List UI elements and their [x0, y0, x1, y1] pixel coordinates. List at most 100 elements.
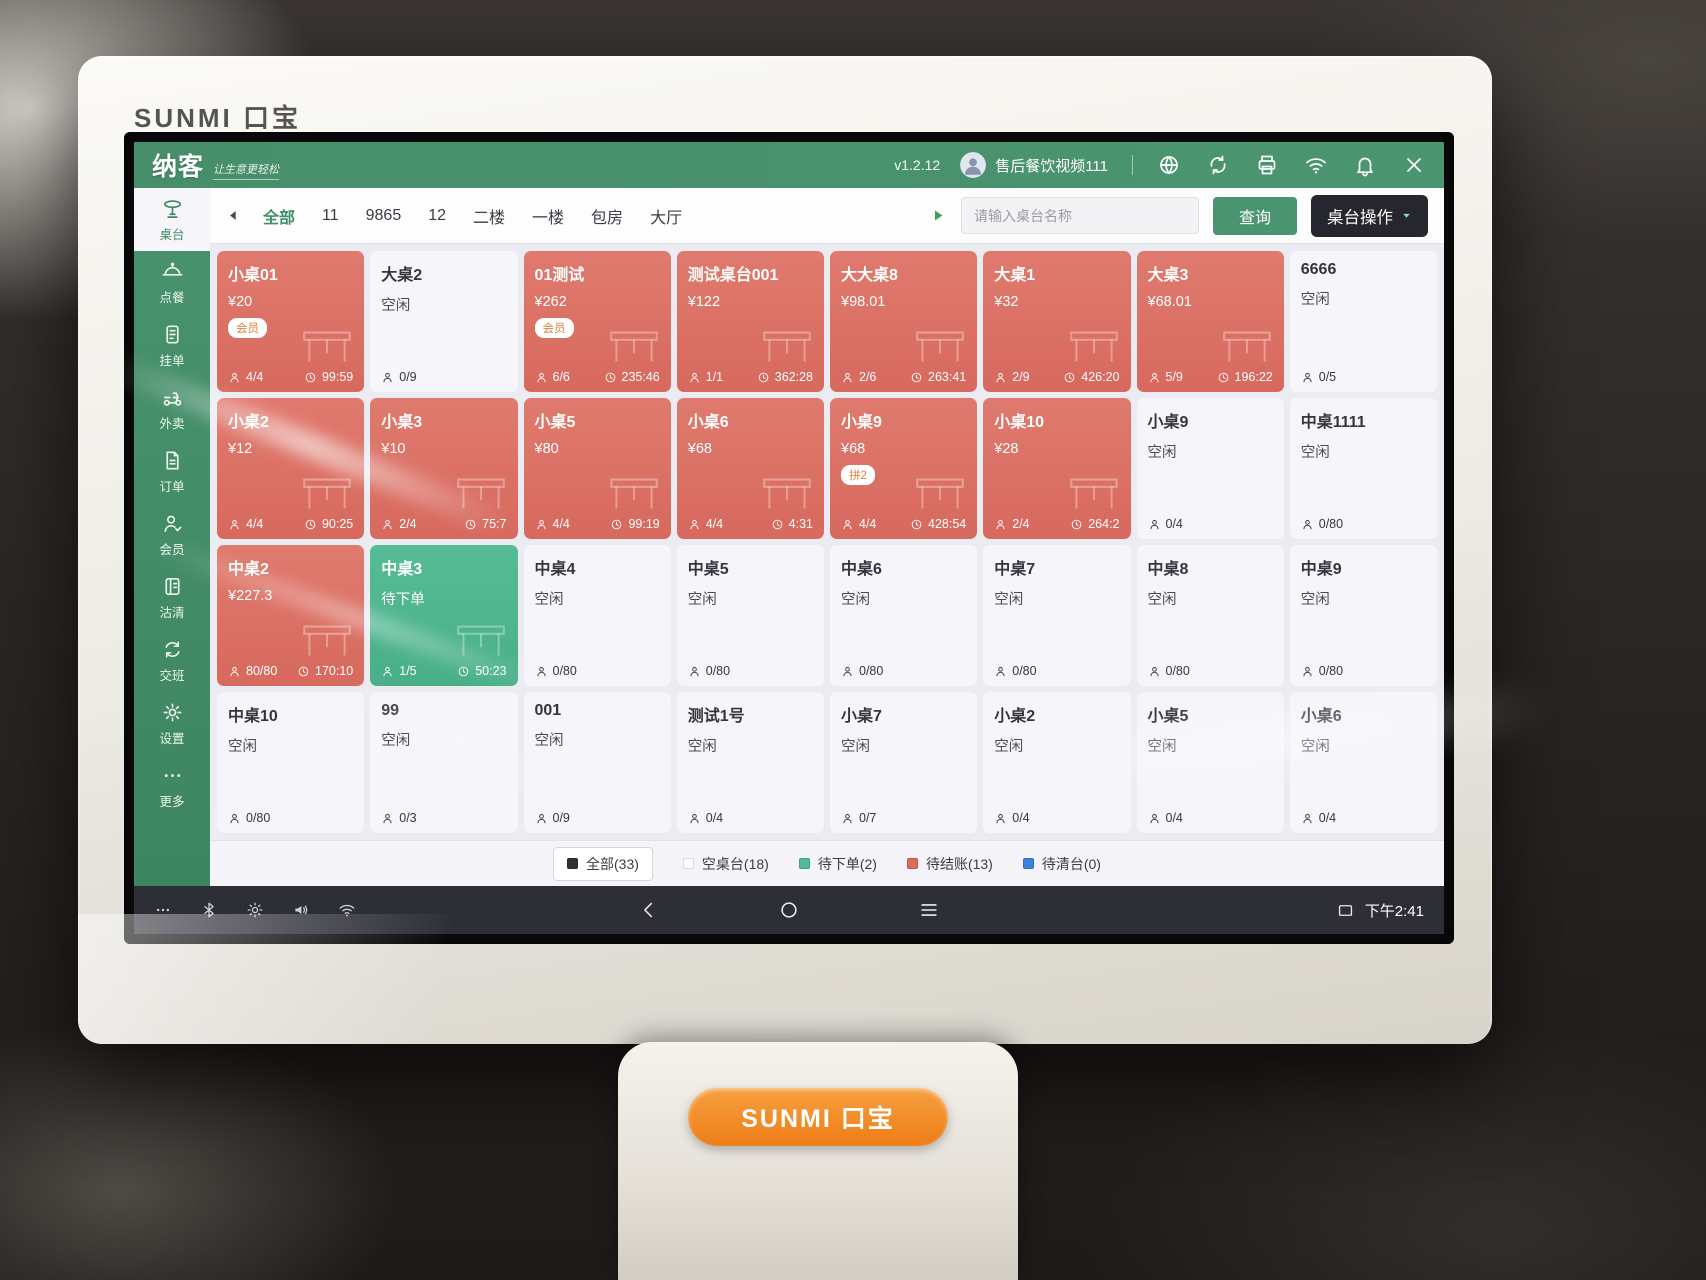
sidebar-item-members[interactable]: 会员 [134, 503, 210, 566]
table-art-icon [609, 478, 658, 509]
tab-floor-1[interactable]: 一楼 [532, 204, 564, 228]
中桌10[interactable]: 中桌10 空闲 0/80 [217, 692, 365, 833]
中桌3[interactable]: 中桌3 待下单 1/5 50:23 [370, 545, 518, 686]
globe-button[interactable] [1157, 153, 1181, 177]
sidebar-item-orders[interactable]: 订单 [134, 440, 210, 503]
sidebar-item-settings[interactable]: 设置 [134, 692, 210, 755]
table-name: 小桌10 [994, 414, 1045, 431]
tab-11[interactable]: 11 [322, 206, 339, 224]
sidebar-item-hold-orders[interactable]: 挂单 [134, 314, 210, 377]
01测试[interactable]: 01测试 ¥262 会员 6/6 235:46 [523, 251, 671, 392]
tab-private-room[interactable]: 包房 [591, 204, 623, 228]
table-card-footer: 4/4 4:31 [688, 517, 813, 531]
android-home-button[interactable] [778, 899, 800, 921]
occupancy: 4/4 [228, 370, 263, 384]
divider [1132, 155, 1133, 175]
scooter-icon [161, 386, 184, 409]
legend-pending-bill[interactable]: 待结账(13) [906, 854, 993, 874]
sidebar-item-ordering[interactable]: 点餐 [134, 251, 210, 314]
table-card-footer: 80/80 170:10 [228, 664, 353, 678]
table-operations-button[interactable]: 桌台操作 [1311, 194, 1428, 237]
小桌5[interactable]: 小桌5 ¥80 4/4 99:19 [523, 398, 671, 539]
中桌4[interactable]: 中桌4 空闲 0/80 [523, 545, 671, 686]
wifi-button[interactable] [1304, 153, 1328, 177]
小桌3[interactable]: 小桌3 ¥10 2/4 75:7 [370, 398, 518, 539]
中桌6[interactable]: 中桌6 空闲 0/80 [830, 545, 978, 686]
table-card-footer: 4/4 99:19 [535, 517, 660, 531]
中桌8[interactable]: 中桌8 空闲 0/80 [1136, 545, 1284, 686]
occupancy: 0/80 [228, 811, 270, 825]
中桌5[interactable]: 中桌5 空闲 0/80 [676, 545, 824, 686]
search-button[interactable]: 查询 [1212, 196, 1297, 235]
小桌01[interactable]: 小桌01 ¥20 会员 4/4 99:59 [217, 251, 365, 392]
person-icon [996, 519, 1005, 529]
小桌2[interactable]: 小桌2 空闲 0/4 [983, 692, 1131, 833]
tab-12[interactable]: 12 [428, 206, 447, 224]
小桌5[interactable]: 小桌5 空闲 0/4 [1136, 692, 1284, 833]
小桌6[interactable]: 小桌6 ¥68 4/4 4:31 [676, 398, 824, 539]
tab-floor-2[interactable]: 二楼 [473, 204, 505, 228]
tab-all[interactable]: 全部 [263, 204, 295, 228]
sidebar-item-soldout[interactable]: 沽清 [134, 566, 210, 629]
occupancy: 4/4 [228, 517, 263, 531]
大桌3[interactable]: 大桌3 ¥68.01 5/9 196:22 [1136, 251, 1284, 392]
notifications-button[interactable] [1353, 153, 1377, 177]
status-icons [154, 901, 356, 919]
tab-hall[interactable]: 大厅 [650, 204, 682, 228]
legend-pending-order[interactable]: 待下单(2) [798, 854, 877, 874]
clock-icon [911, 519, 922, 529]
table-card-footer: 2/4 264:2 [994, 517, 1120, 531]
table-status-text: 空闲 [534, 592, 564, 608]
中桌7[interactable]: 中桌7 空闲 0/80 [983, 545, 1131, 686]
table-name: 中桌3 [381, 561, 423, 578]
printer-button[interactable] [1255, 153, 1279, 177]
legend-swatch [1022, 858, 1034, 869]
android-back-button[interactable] [638, 899, 660, 921]
table-card-footer: 6/6 235:46 [535, 370, 660, 384]
小桌6[interactable]: 小桌6 空闲 0/4 [1289, 692, 1437, 833]
legend-empty[interactable]: 空桌台(18) [682, 854, 769, 874]
person-icon [996, 666, 1005, 676]
user-account[interactable]: 售后餐饮视频111 [960, 152, 1108, 178]
person-icon [690, 813, 699, 823]
table-name: 小桌3 [381, 414, 423, 431]
测试1号[interactable]: 测试1号 空闲 0/4 [676, 692, 824, 833]
001[interactable]: 001 空闲 0/9 [523, 692, 671, 833]
screenshot-icon[interactable] [1336, 901, 1355, 920]
table-name: 大桌3 [1147, 267, 1189, 284]
中桌1111[interactable]: 中桌1111 空闲 0/80 [1289, 398, 1437, 539]
大桌2[interactable]: 大桌2 空闲 0/9 [370, 251, 518, 392]
99[interactable]: 99 空闲 0/3 [370, 692, 518, 833]
table-name: 小桌2 [994, 708, 1036, 725]
小桌7[interactable]: 小桌7 空闲 0/7 [830, 692, 978, 833]
中桌2[interactable]: 中桌2 ¥227.3 80/80 170:10 [217, 545, 365, 686]
大大桌8[interactable]: 大大桌8 ¥98.01 2/6 263:41 [830, 251, 978, 392]
search-input[interactable] [960, 197, 1199, 234]
小桌10[interactable]: 小桌10 ¥28 2/4 264:2 [983, 398, 1131, 539]
sidebar-item-shift[interactable]: 交班 [134, 629, 210, 692]
大桌1[interactable]: 大桌1 ¥32 2/9 426:20 [983, 251, 1131, 392]
scroll-right-icon[interactable] [930, 207, 947, 224]
legend-pending-clear[interactable]: 待清台(0) [1022, 854, 1101, 874]
sidebar-item-more[interactable]: 更多 [134, 755, 210, 818]
android-recents-button[interactable] [918, 899, 940, 921]
person-icon [1150, 666, 1158, 676]
小桌9[interactable]: 小桌9 ¥68 拼2 4/4 428:54 [830, 398, 978, 539]
中桌9[interactable]: 中桌9 空闲 0/80 [1289, 545, 1437, 686]
scroll-left-button[interactable] [226, 208, 241, 223]
sidebar-item-delivery[interactable]: 外卖 [134, 377, 210, 440]
sidebar-item-tables[interactable]: 桌台 [134, 188, 210, 251]
occupancy: 0/5 [1301, 370, 1336, 384]
小桌2[interactable]: 小桌2 ¥12 4/4 90:25 [217, 398, 365, 539]
more-icon [161, 764, 184, 787]
legend-label: 全部(33) [586, 855, 639, 872]
close-button[interactable] [1402, 153, 1426, 177]
小桌9[interactable]: 小桌9 空闲 0/4 [1136, 398, 1284, 539]
sync-button[interactable] [1206, 153, 1230, 177]
table-card-footer: 1/1 362:28 [688, 370, 813, 384]
6666[interactable]: 6666 空闲 0/5 [1289, 251, 1437, 392]
tab-9865[interactable]: 9865 [365, 206, 402, 224]
测试桌台001[interactable]: 测试桌台001 ¥122 1/1 362:28 [676, 251, 824, 392]
legend-all[interactable]: 全部(33) [553, 846, 653, 881]
wifi-icon [1304, 153, 1328, 177]
